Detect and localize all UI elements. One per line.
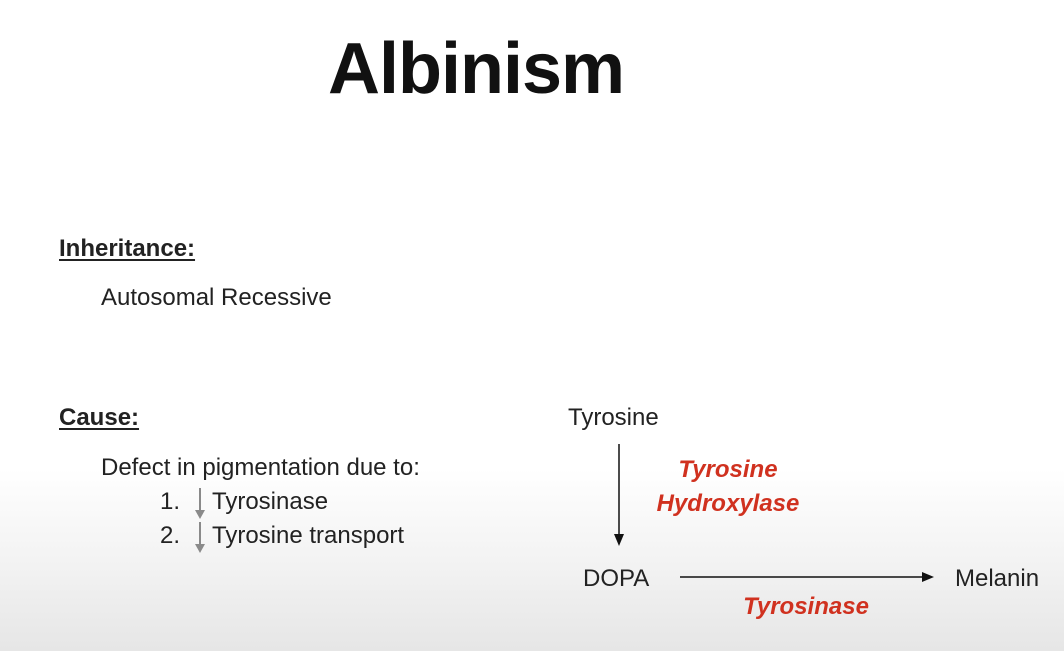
cause-intro: Defect in pigmentation due to: xyxy=(101,454,420,481)
pathway-node-tyrosine: Tyrosine xyxy=(568,404,659,431)
enzyme-tyrosine-hydroxylase-line1: Tyrosine xyxy=(678,456,778,483)
decrease-arrow-icon xyxy=(195,522,205,553)
pathway-arrow-down xyxy=(614,444,624,546)
cause-item-1-number: 1. xyxy=(160,488,181,515)
cause-item-2-text: Tyrosine transport xyxy=(212,522,405,549)
inheritance-value: Autosomal Recessive xyxy=(101,284,332,311)
slide-title: Albinism xyxy=(327,29,625,109)
cause-heading: Cause: xyxy=(59,404,140,431)
cause-item-1-text: Tyrosinase xyxy=(212,488,329,515)
enzyme-tyrosinase: Tyrosinase xyxy=(743,593,869,620)
decrease-arrow-icon xyxy=(195,488,205,519)
pathway-node-melanin: Melanin xyxy=(955,565,1040,592)
enzyme-tyrosine-hydroxylase-line2: Hydroxylase xyxy=(656,490,800,517)
inheritance-heading: Inheritance: xyxy=(59,235,196,262)
pathway-node-dopa: DOPA xyxy=(583,565,650,592)
cause-item-2-number: 2. xyxy=(160,522,181,549)
pathway-arrow-right xyxy=(680,572,934,582)
